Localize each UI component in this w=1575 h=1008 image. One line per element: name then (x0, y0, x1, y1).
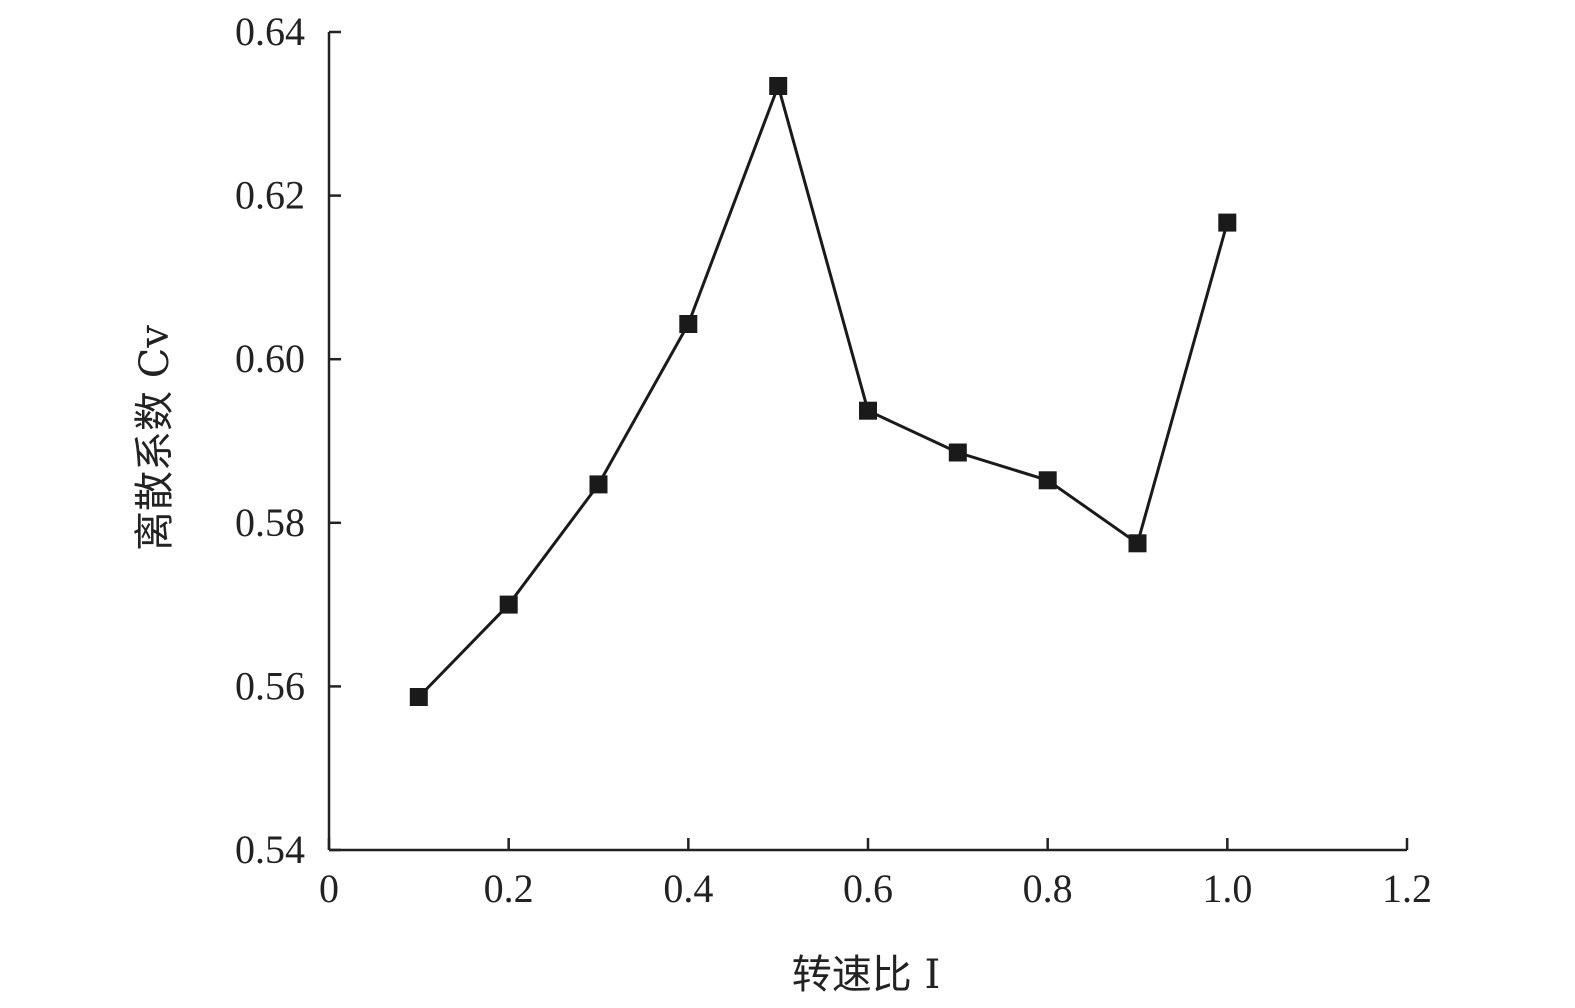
y-tick-label: 0.56 (235, 663, 305, 708)
x-axis-title: 转速比 I (792, 952, 941, 998)
x-axis-ticks: 0 0.2 0.4 0.6 0.8 1.0 1.2 (319, 838, 1432, 911)
x-tick-label: 0.2 (484, 866, 534, 911)
series-line (417, 84, 1229, 699)
y-axis-ticks: 0.54 0.56 0.58 0.60 0.62 0.64 (235, 9, 341, 872)
data-point (948, 443, 967, 462)
data-point (409, 688, 428, 706)
y-tick-label: 0.64 (235, 9, 305, 54)
axes (327, 32, 1407, 852)
data-point (679, 315, 698, 333)
series-group (409, 77, 1237, 706)
x-tick-label: 0.8 (1023, 866, 1073, 911)
data-point (1038, 471, 1057, 490)
y-tick-label: 0.62 (235, 173, 305, 218)
y-tick-label: 0.54 (235, 827, 305, 872)
y-tick-label: 0.60 (235, 336, 305, 381)
x-tick-label: 1.2 (1382, 866, 1432, 911)
data-point (589, 475, 608, 494)
x-tick-label: 1.0 (1202, 866, 1252, 911)
y-tick-label: 0.58 (235, 500, 305, 545)
y-axis-title: 离散系数 Cv (132, 325, 178, 551)
x-tick-label: 0.6 (843, 866, 893, 911)
data-point (859, 401, 877, 420)
data-point (499, 595, 518, 614)
data-point (769, 77, 788, 95)
data-point (1128, 534, 1147, 553)
data-point (1218, 213, 1237, 232)
x-tick-label: 0.4 (663, 866, 713, 911)
x-tick-label: 0 (319, 866, 339, 911)
